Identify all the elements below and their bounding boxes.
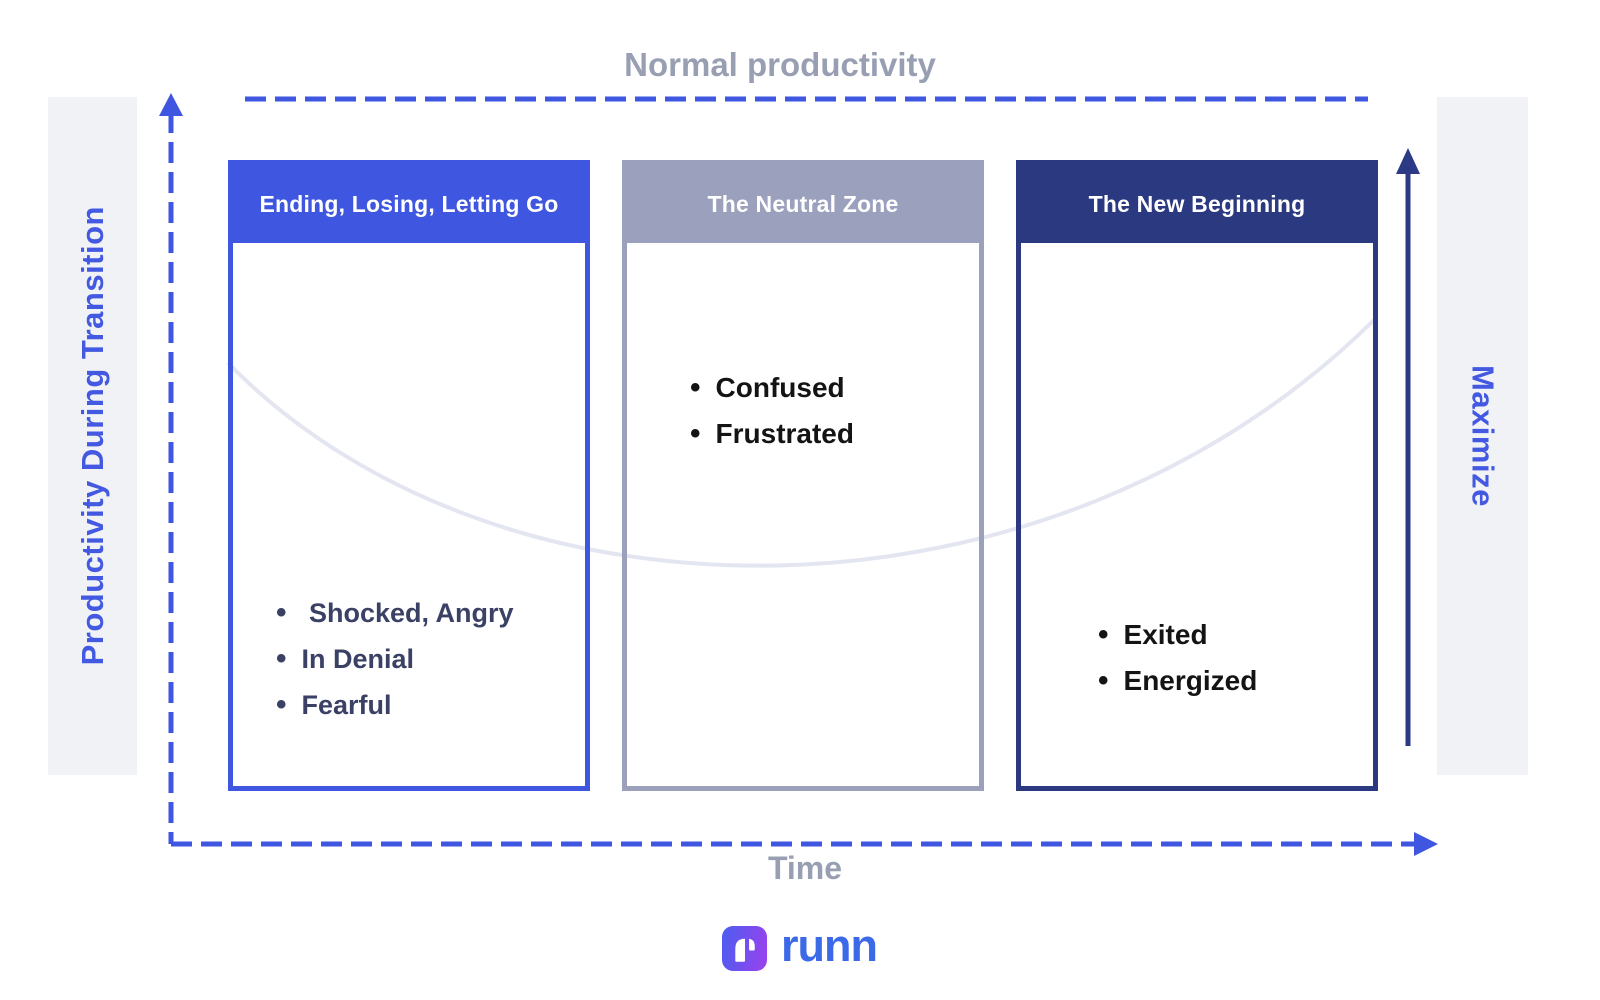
bullet-text: Frustrated [715,418,854,449]
maximize-rail: Maximize [1437,97,1528,775]
runn-wordmark: runn [781,920,878,971]
bullet-text: Shocked, Angry [301,598,514,628]
list-item: • In Denial [276,636,514,682]
list-item: • Frustrated [690,411,854,457]
x-axis-arrow-icon [1414,832,1438,856]
phase-bullets-new-beginning: • Exited • Energized [1021,612,1257,704]
phase-box-neutral-zone: The Neutral Zone • Confused • Frustrated [622,160,984,791]
runn-logo-icon [722,926,767,971]
bullet-text: In Denial [301,644,415,674]
bullet-dot-icon: • [690,417,701,450]
bullet-dot-icon: • [276,642,287,675]
bullet-dot-icon: • [1098,664,1109,697]
phase-box-new-beginning: The New Beginning • Exited • Energized [1016,160,1378,791]
bullet-text: Exited [1123,619,1208,650]
bullet-dot-icon: • [1098,618,1109,651]
y-axis-rail: Productivity During Transition [48,97,137,775]
maximize-label: Maximize [1465,365,1501,507]
list-item: • Shocked, Angry [276,590,514,636]
normal-productivity-label: Normal productivity [624,46,936,83]
bullet-dot-icon: • [276,688,287,721]
runn-logo: runn [722,920,878,971]
bullet-text: Fearful [301,690,392,720]
phase-box-ending: Ending, Losing, Letting Go • Shocked, An… [228,160,590,791]
phase-title-ending: Ending, Losing, Letting Go [233,165,585,243]
y-axis-arrow-icon [159,93,183,116]
list-item: • Fearful [276,682,514,728]
bullet-text: Confused [715,372,845,403]
list-item: • Confused [690,365,854,411]
phase-bullets-ending: • Shocked, Angry • In Denial • Fearful [233,590,514,728]
phase-bullets-neutral-zone: • Confused • Frustrated [627,365,854,457]
list-item: • Exited [1098,612,1257,658]
phase-title-neutral-zone: The Neutral Zone [627,165,979,243]
bullet-dot-icon: • [276,596,287,629]
phase-title-new-beginning: The New Beginning [1021,165,1373,243]
productivity-curve [226,318,1376,568]
maximize-arrow-icon [1396,148,1420,174]
list-item: • Energized [1098,658,1257,704]
time-axis-label: Time [767,850,843,886]
bullet-text: Energized [1123,665,1258,696]
runn-r-glyph [735,938,755,962]
bullet-dot-icon: • [690,371,701,404]
